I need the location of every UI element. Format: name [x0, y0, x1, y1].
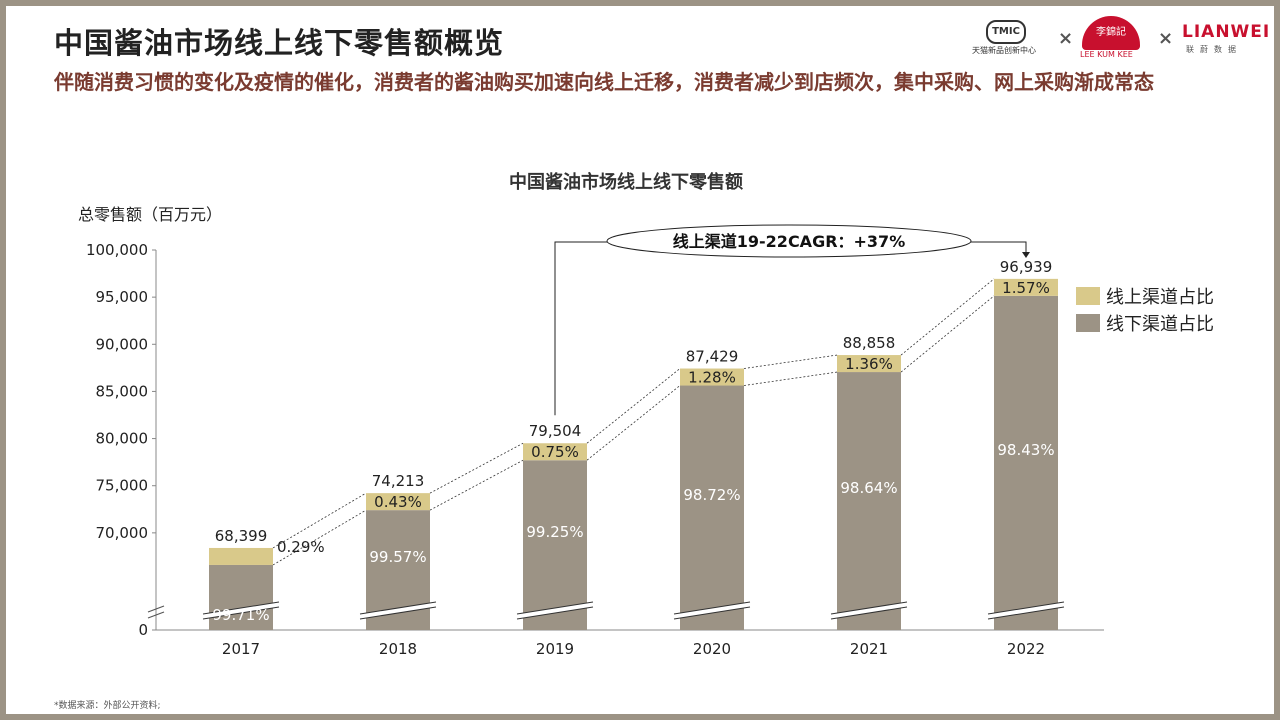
trend-connector-line [900, 295, 995, 373]
bar-offline-segment [680, 385, 744, 630]
cagr-annotation-text: 线上渠道19-22CAGR：+37% [673, 232, 905, 251]
chart-title: 中国酱油市场线上线下零售额 [509, 171, 743, 193]
page-subtitle: 伴随消费习惯的变化及疫情的催化，消费者的酱油购买加速向线上迁移，消费者减少到店频… [54, 70, 1154, 94]
bar-online-segment [209, 547, 273, 565]
bar-break-mark [359, 606, 437, 620]
cross-icon: × [1158, 28, 1174, 49]
trend-connector-line [429, 459, 524, 511]
legend-label-offline: 线下渠道占比 [1106, 314, 1214, 335]
online-share-label: 1.36% [845, 355, 893, 373]
offline-share-label: 99.25% [526, 523, 583, 541]
bar-offline-segment [523, 460, 587, 630]
bar-total-label: 74,213 [372, 472, 425, 490]
bar-break-mark [830, 601, 908, 615]
online-share-label: 0.75% [531, 443, 579, 461]
offline-share-label: 99.71% [212, 606, 269, 624]
x-tick-label: 2018 [379, 640, 417, 658]
bar-online-segment [366, 493, 430, 511]
bar-break-mark [830, 606, 908, 620]
y-tick-label: 0 [138, 621, 148, 639]
bar-online-segment [523, 443, 587, 461]
y-tick-label: 85,000 [96, 382, 149, 400]
offline-share-label: 98.72% [683, 486, 740, 504]
bar-break-mark [673, 606, 751, 620]
trend-connector-line [429, 442, 524, 494]
y-axis-break-mark [147, 605, 165, 613]
bar-total-label: 68,399 [215, 527, 268, 545]
bar-online-segment [680, 368, 744, 386]
y-axis-label: 总零售额（百万元） [78, 205, 222, 224]
slide: 中国酱油市场线上线下零售额概览 伴随消费习惯的变化及疫情的催化，消费者的酱油购买… [6, 6, 1274, 714]
bar-break-gap [517, 602, 593, 619]
bar-total-label: 79,504 [529, 422, 582, 440]
bar-break-mark [987, 601, 1065, 615]
y-tick-label: 95,000 [96, 288, 149, 306]
trend-connector-line [900, 278, 995, 356]
bar-break-mark [516, 606, 594, 620]
bar-break-gap [831, 602, 907, 619]
bar-break-mark [202, 601, 280, 615]
x-tick-label: 2021 [850, 640, 888, 658]
online-share-label: 0.29% [277, 538, 325, 556]
bar-offline-segment [837, 372, 901, 630]
x-tick-label: 2022 [1007, 640, 1045, 658]
bar-break-gap [360, 602, 436, 619]
legend-swatch-online [1076, 287, 1100, 305]
online-share-label: 1.57% [1002, 279, 1050, 297]
bar-online-segment [837, 355, 901, 373]
x-tick-label: 2020 [693, 640, 731, 658]
arrow-down-icon [1022, 252, 1030, 258]
trend-connector-line [272, 492, 367, 549]
y-tick-label: 90,000 [96, 335, 149, 353]
legend-label-online: 线上渠道占比 [1106, 287, 1214, 308]
bar-total-label: 88,858 [843, 334, 896, 352]
lianwei-logo: LIANWEI [1182, 22, 1271, 42]
lianwei-logo-subtitle: 联蔚数据 [1186, 45, 1242, 54]
y-tick-label: 75,000 [96, 477, 149, 495]
partner-logos: TMIC 天猫新品创新中心 × 李錦記 LEE KUM KEE × LIANWE… [972, 14, 1272, 60]
bar-break-mark [202, 606, 280, 620]
plot-area: 0 70,000 75,000 80,000 85,000 90,000 95,000 100… [86, 224, 1214, 658]
bar-online-segment [994, 278, 1058, 296]
trend-connector-line [586, 385, 681, 461]
bar-break-mark [673, 601, 751, 615]
y-axis-break-mark [147, 611, 165, 619]
data-source-note: *数据来源：外部公开资料; [54, 701, 161, 711]
y-tick-label: 70,000 [96, 524, 149, 542]
page-title: 中国酱油市场线上线下零售额概览 [54, 26, 505, 60]
online-share-label: 1.28% [688, 369, 736, 387]
tmic-logo: TMIC [986, 20, 1026, 44]
trend-connector-line [743, 354, 838, 369]
offline-share-label: 99.57% [369, 548, 426, 566]
bar-break-mark [516, 601, 594, 615]
trend-connector-line [743, 371, 838, 386]
cross-icon: × [1058, 28, 1074, 49]
bar-break-mark [987, 606, 1065, 620]
bar-break-gap [203, 602, 279, 619]
bar-offline-segment [209, 564, 273, 630]
bar-break-gap [988, 602, 1064, 619]
x-tick-label: 2019 [536, 640, 574, 658]
x-tick-label: 2017 [222, 640, 260, 658]
bar-break-mark [359, 601, 437, 615]
lee-kum-kee-logo-text: LEE KUM KEE [1080, 50, 1133, 59]
offline-share-label: 98.64% [840, 479, 897, 497]
bar-total-label: 87,429 [686, 348, 739, 366]
bar-total-label: 96,939 [1000, 258, 1053, 276]
offline-share-label: 98.43% [997, 441, 1054, 459]
y-tick-label: 100,000 [86, 241, 148, 259]
cagr-annotation-ellipse [606, 224, 972, 258]
bar-break-gap [674, 602, 750, 619]
retail-sales-chart: 中国酱油市场线上线下零售额 总零售额（百万元） 0 70,000 75,000 80,… [78, 171, 1214, 658]
bar-offline-segment [994, 295, 1058, 630]
trend-connector-line [586, 368, 681, 444]
cagr-bracket-line [554, 241, 1027, 416]
legend-swatch-offline [1076, 314, 1100, 332]
online-share-label: 0.43% [374, 493, 422, 511]
trend-connector-line [272, 509, 367, 566]
y-tick-label: 80,000 [96, 430, 149, 448]
tmic-logo-subtitle: 天猫新品创新中心 [972, 46, 1036, 55]
